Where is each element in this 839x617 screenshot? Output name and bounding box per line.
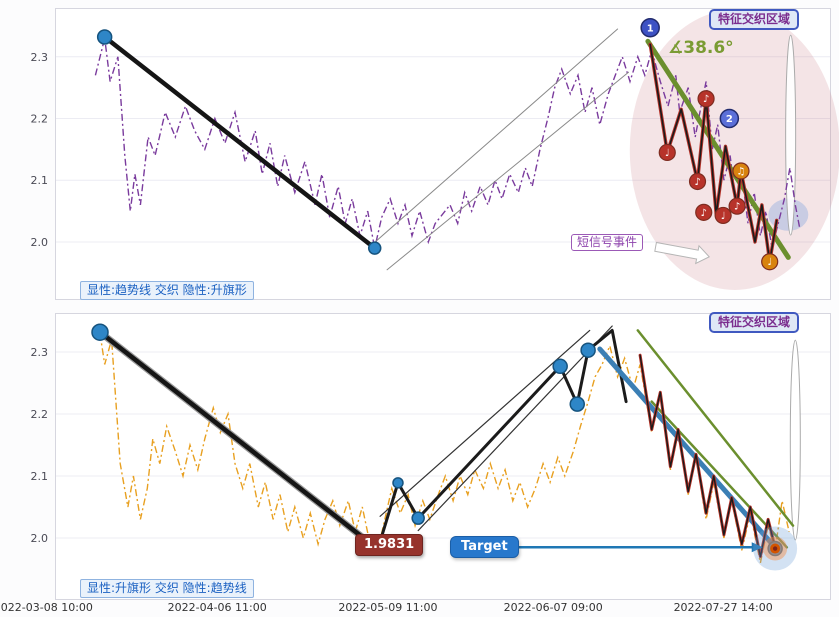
short-signal-event-label: 短信号事件 xyxy=(571,234,644,251)
feature-region-badge-top: 特征交织区域 xyxy=(709,9,800,30)
music-note-icon: ♪ xyxy=(703,94,709,105)
point-marker xyxy=(569,396,585,412)
point-marker xyxy=(392,477,404,489)
x-tick-label: 2022-05-09 11:00 xyxy=(338,601,438,614)
target-center-dot xyxy=(772,546,778,551)
trendline-down xyxy=(97,329,381,552)
music-note-marker xyxy=(761,253,779,271)
green-channel-upper xyxy=(636,329,795,527)
plot-area xyxy=(55,313,831,600)
sawtooth xyxy=(639,354,776,558)
target-arrowhead xyxy=(751,542,763,553)
channel-upper xyxy=(371,28,619,246)
x-axis: 2022-03-08 10:00 2022-04-06 11:00 2022-05-… xyxy=(0,601,839,617)
music-note-icon: ♩ xyxy=(721,211,726,222)
green-channel-lower xyxy=(650,400,789,549)
badge-number: 2 xyxy=(726,114,733,125)
y-tick-label: 2.2 xyxy=(31,408,49,421)
y-tick-label: 2.0 xyxy=(31,236,49,249)
music-note-icon: ♫ xyxy=(736,166,745,177)
top-panel-legend: 显性:趋势线 交织 隐性:升旗形 xyxy=(80,281,254,300)
y-tick-label: 2.3 xyxy=(31,346,49,359)
blue-decline xyxy=(597,346,778,550)
bottom-panel-legend: 显性:升旗形 交织 隐性:趋势线 xyxy=(80,579,254,598)
y-tick-label: 2.3 xyxy=(31,51,49,64)
signal-zigzag xyxy=(649,43,778,263)
feature-region-badge-bottom: 特征交织区域 xyxy=(709,312,800,333)
point-marker xyxy=(367,241,382,255)
point-marker xyxy=(552,358,568,375)
x-tick-label: 2022-04-06 11:00 xyxy=(167,601,267,614)
channel-lower xyxy=(386,71,629,271)
music-note-icon: ♪ xyxy=(701,208,707,219)
y-tick-label: 2.1 xyxy=(31,174,49,187)
top-chart-trendline-panel[interactable]: 2.0 2.1 2.2 2.3 ♩ ♪ ♪ ♫ ♪ ♩ ♪ ♩ 1 2 xyxy=(0,8,839,300)
y-tick-label: 2.2 xyxy=(31,113,49,126)
target-button[interactable]: Target xyxy=(450,536,519,559)
x-tick-label: 2022-07-27 14:00 xyxy=(673,601,773,614)
flag-zigzag xyxy=(376,328,628,551)
pole-ellipse xyxy=(789,339,801,541)
point-marker xyxy=(96,29,113,45)
music-note-marker xyxy=(732,162,750,180)
music-note-marker xyxy=(695,203,713,221)
x-tick-label: 2022-03-08 10:00 xyxy=(0,601,93,614)
music-note-icon: ♩ xyxy=(665,148,670,159)
music-note-marker xyxy=(697,90,715,108)
x-tick-label: 2022-06-07 09:00 xyxy=(503,601,603,614)
music-note-icon: ♪ xyxy=(734,202,740,213)
price-value-label: 1.9831 xyxy=(355,534,424,557)
number-badge xyxy=(640,18,660,38)
white-block-arrow xyxy=(654,241,711,265)
y-tick-label: 2.0 xyxy=(31,532,49,545)
badge-number: 1 xyxy=(647,23,654,34)
price-dashdot-purple xyxy=(94,38,801,249)
trendline-down xyxy=(102,34,377,251)
flag-channel-b xyxy=(417,325,613,532)
pole-ellipse xyxy=(785,34,797,236)
point-marker xyxy=(580,342,596,358)
number-badge xyxy=(719,108,740,129)
bottom-chart-flag-panel[interactable]: 2.0 2.1 2.2 2.3 xyxy=(0,313,839,600)
music-note-marker xyxy=(728,197,746,215)
point-marker xyxy=(411,511,425,525)
music-note-marker xyxy=(658,143,676,162)
music-note-icon: ♪ xyxy=(694,177,700,188)
y-tick-label: 2.1 xyxy=(31,470,49,483)
angle-annotation: ∡38.6° xyxy=(668,38,734,58)
music-note-marker xyxy=(714,206,732,225)
music-note-marker xyxy=(688,172,707,191)
point-marker xyxy=(91,323,109,341)
music-note-icon: ♩ xyxy=(767,257,772,268)
